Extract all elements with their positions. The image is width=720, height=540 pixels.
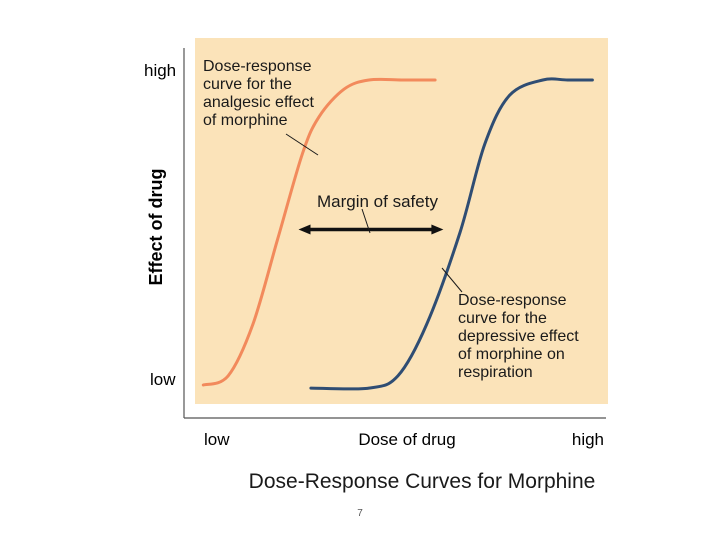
y-tick-label-low: low	[150, 370, 176, 389]
x-tick-label-low: low	[204, 430, 230, 449]
page-number: 7	[357, 508, 363, 519]
x-axis-label: Dose of drug	[358, 430, 455, 449]
analgesic-label-line-1: Dose-response	[203, 58, 312, 75]
analgesic-label-line-3: analgesic effect	[203, 94, 314, 111]
plot-background	[195, 38, 608, 404]
respiration-label-leader	[441, 267, 463, 293]
x-tick-label-high: high	[572, 430, 604, 449]
respiration-label-line-3: depressive effect	[458, 328, 579, 345]
respiration-curve-label: Dose-response curve for the depressive e…	[458, 292, 583, 381]
analgesic-label-leader	[285, 133, 319, 156]
margin-of-safety-label: Margin of safety	[317, 192, 438, 211]
respiration-label-line-1: Dose-response	[458, 292, 567, 309]
y-tick-label-high: high	[144, 61, 176, 80]
margin-of-safety-arrowhead-right	[431, 224, 444, 235]
margin-of-safety-arrowhead-left	[298, 224, 311, 235]
y-axis-label: Effect of drug	[146, 169, 166, 286]
respiration-label-line-2: curve for the	[458, 310, 547, 327]
analgesic-label-line-2: curve for the	[203, 76, 292, 93]
analgesic-curve	[201, 77, 437, 387]
analgesic-curve-label: Dose-response curve for the analgesic ef…	[203, 58, 318, 129]
analgesic-label-line-4: of morphine	[203, 112, 288, 129]
respiration-curve	[309, 77, 594, 391]
respiration-label-line-4: of morphine on	[458, 346, 565, 363]
respiration-label-line-5: respiration	[458, 364, 533, 381]
margin-of-safety-leader	[361, 208, 371, 234]
chart-title: Dose-Response Curves for Morphine	[249, 470, 596, 493]
